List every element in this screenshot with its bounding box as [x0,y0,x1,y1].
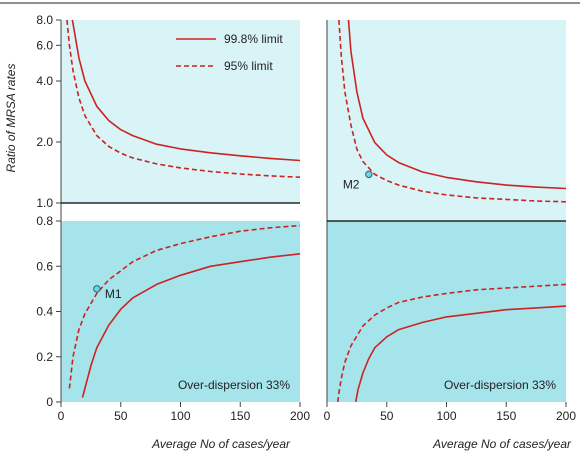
left-99-8-limit-lower-curve [81,253,301,398]
left-95-limit-upper-curve [66,19,301,178]
left-y-tick-label: 6.0 [36,38,53,52]
left-y-tick-labels: 1.0 2.0 4.0 6.0 8.0 0 0.2 0.4 0.6 0.8 [36,13,61,409]
left-x-axis-label: Average No of cases/year [151,437,291,451]
right-95-limit-upper-curve [338,19,567,203]
x-tick-label: 50 [380,409,394,423]
left-point-label-m1: M1 [105,287,122,301]
y-axis-label: Ratio of MRSA rates [4,64,18,173]
x-tick-label: 150 [230,409,250,423]
x-tick-label: 200 [556,409,576,423]
right-point-label-m2: M2 [343,177,360,191]
left-point-m1 [93,285,101,293]
right-lower-background [327,221,566,402]
left-y-tick-label: 4.0 [36,74,53,88]
panel-right: 0 50 100 150 200 M2 Over-dispersion 33% [324,19,576,423]
left-99-8-limit-upper-curve [71,19,301,162]
right-point-m2 [365,170,373,179]
left-95-limit-lower-curve [68,224,301,389]
right-points: M2 [343,170,373,191]
x-tick-label: 150 [496,409,516,423]
x-tick-label: 0 [58,409,65,423]
left-y-tick-label: 0.2 [36,350,53,364]
left-y-tick-label: 0.8 [36,214,53,228]
legend-label-998: 99.8% limit [224,32,283,46]
left-lower-background [61,221,300,402]
x-tick-label: 100 [436,409,456,423]
left-y-tick-label: 2.0 [36,135,53,149]
right-99-8-limit-lower-curve [354,305,567,403]
panel-left: 1.0 2.0 4.0 6.0 8.0 0 0.2 0.4 0.6 0.8 0 50 100 150 20… [36,13,310,423]
right-x-axis-label: Average No of cases/year [432,437,572,451]
x-tick-label: 200 [290,409,310,423]
left-y-tick-label: 1.0 [36,196,53,210]
left-y-tick-label: 8.0 [36,13,53,27]
left-x-tick-labels: 0 50 100 150 200 [58,402,310,423]
left-y-tick-label: 0.6 [36,259,53,273]
left-points: M1 [93,285,122,301]
right-99-8-limit-upper-curve [347,19,567,190]
left-y-tick-label: 0.4 [36,305,53,319]
legend-label-95: 95% limit [224,59,273,73]
right-upper-background [327,20,566,221]
legend: 99.8% limit 95% limit [176,32,283,73]
x-tick-label: 0 [324,409,331,423]
left-limit-curves [66,19,301,398]
x-tick-label: 50 [114,409,128,423]
right-overdispersion-label: Over-dispersion 33% [444,378,556,392]
right-x-tick-labels: 0 50 100 150 200 [324,402,576,423]
x-tick-label: 100 [170,409,190,423]
right-limit-curves [337,19,567,403]
left-y-tick-label: 0 [46,395,53,409]
left-overdispersion-label: Over-dispersion 33% [178,378,290,392]
